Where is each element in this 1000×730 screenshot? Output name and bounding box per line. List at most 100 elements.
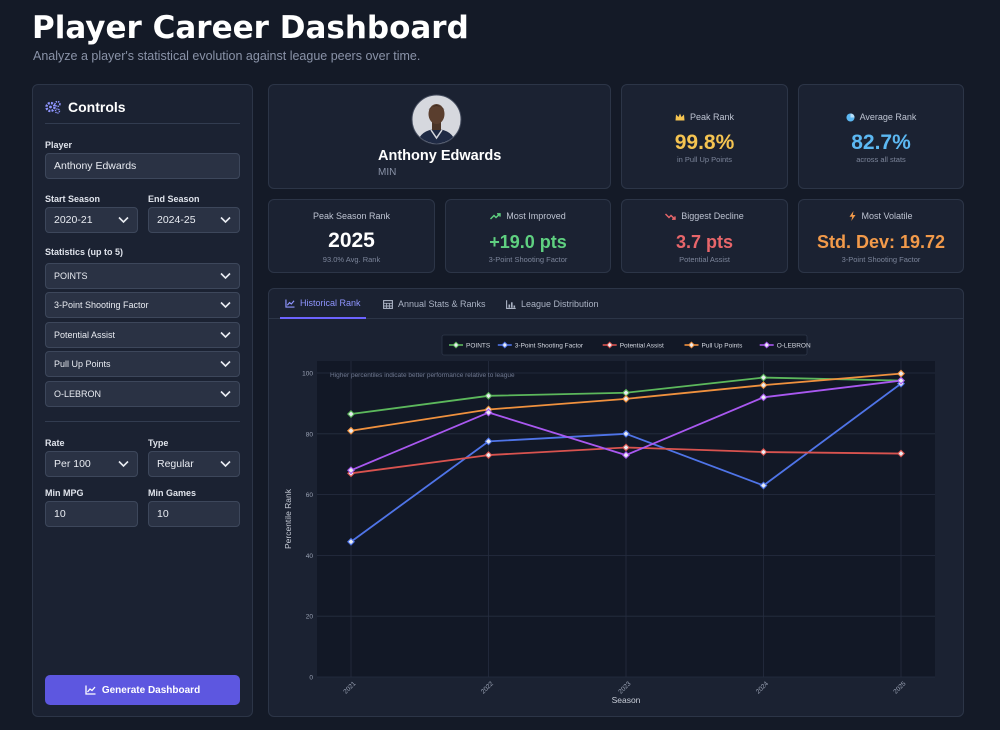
legend-marker [606, 341, 614, 349]
data-point [484, 391, 493, 400]
start-season-label: Start Season [45, 194, 101, 204]
data-point [622, 451, 630, 460]
divider [45, 123, 240, 124]
legend-marker [763, 341, 771, 349]
data-point [759, 481, 768, 490]
legend-item-label[interactable]: 3-Point Shooting Factor [515, 343, 584, 350]
trend-down-icon [665, 213, 676, 220]
start-season-select[interactable]: 2020-21 [45, 207, 138, 233]
historical-rank-chart: POINTS 3-Point Shooting Factor Potential A… [283, 334, 935, 705]
tab-label: Annual Stats & Ranks [398, 299, 486, 309]
min-mpg-input[interactable]: 10 [45, 501, 138, 527]
min-mpg-label: Min MPG [45, 488, 84, 498]
tab-annual-stats[interactable]: Annual Stats & Ranks [383, 289, 486, 319]
controls-panel: Controls Player Anthony Edwards Start Se… [32, 84, 253, 717]
player-card: Anthony Edwards MIN [268, 84, 611, 189]
pie-chart-icon [846, 112, 855, 122]
peak-season-sub: 93.0% Avg. Rank [322, 255, 381, 264]
legend-marker [452, 341, 460, 349]
generate-dashboard-label: Generate Dashboard [101, 684, 201, 696]
min-games-label: Min Games [148, 488, 197, 498]
rate-label: Rate [45, 438, 65, 448]
stat-select-5[interactable]: O-LEBRON [45, 381, 240, 407]
most-volatile-title: Most Volatile [861, 211, 913, 221]
average-rank-title: Average Rank [859, 112, 917, 122]
line-chart-icon [285, 298, 295, 308]
player-input[interactable]: Anthony Edwards [45, 153, 240, 179]
stat-select-value: Pull Up Points [54, 359, 111, 369]
chevron-down-icon [220, 301, 231, 309]
table-icon [383, 299, 393, 309]
chevron-down-icon [220, 216, 231, 224]
rate-select[interactable]: Per 100 [45, 451, 138, 477]
x-axis-label: Season [612, 695, 641, 705]
average-rank-sub: across all stats [856, 155, 906, 164]
biggest-decline-title: Biggest Decline [681, 211, 744, 221]
legend-item-label[interactable]: O-LEBRON [777, 343, 811, 350]
min-mpg-value: 10 [54, 508, 66, 520]
chevron-down-icon [118, 460, 129, 468]
stat-select-value: Potential Assist [54, 330, 116, 340]
start-season-value: 2020-21 [54, 214, 93, 226]
chevron-down-icon [220, 390, 231, 398]
tab-label: Historical Rank [300, 298, 361, 308]
chevron-down-icon [118, 216, 129, 224]
chart-legend: POINTS 3-Point Shooting Factor Potential A… [449, 341, 811, 350]
legend-item-label[interactable]: POINTS [466, 343, 491, 350]
data-point [622, 394, 630, 403]
legend-item-label[interactable]: Pull Up Points [702, 343, 744, 350]
stat-select-3[interactable]: Potential Assist [45, 322, 240, 348]
tab-label: League Distribution [521, 299, 599, 309]
data-point [347, 537, 355, 546]
most-volatile-card: Most Volatile Std. Dev: 19.72 3-Point Sh… [798, 199, 964, 273]
data-point [759, 448, 768, 457]
data-point [897, 376, 905, 385]
x-tick-label: 2023 [617, 680, 632, 695]
end-season-select[interactable]: 2024-25 [148, 207, 240, 233]
player-input-value: Anthony Edwards [54, 160, 137, 172]
peak-season-card: Peak Season Rank 2025 93.0% Avg. Rank [268, 199, 435, 273]
end-season-label: End Season [148, 194, 200, 204]
legend-item-label[interactable]: Potential Assist [620, 343, 664, 350]
x-tick-label: 2022 [480, 680, 495, 695]
chevron-down-icon [220, 460, 231, 468]
controls-title: Controls [68, 99, 126, 115]
end-season-value: 2024-25 [157, 214, 196, 226]
most-improved-value: +19.0 pts [489, 232, 567, 252]
data-point [347, 410, 355, 419]
generate-dashboard-button[interactable]: Generate Dashboard [45, 675, 240, 705]
stat-select-2[interactable]: 3-Point Shooting Factor [45, 292, 240, 318]
most-volatile-sub: 3-Point Shooting Factor [841, 255, 921, 264]
bolt-icon [849, 211, 856, 221]
y-tick-label: 100 [302, 371, 313, 378]
min-games-input[interactable]: 10 [148, 501, 240, 527]
data-point [347, 426, 355, 435]
most-volatile-value: Std. Dev: 19.72 [816, 232, 946, 252]
stat-select-1[interactable]: POINTS [45, 263, 240, 289]
peak-rank-card: Peak Rank 99.8% in Pull Up Points [621, 84, 788, 189]
player-name: Anthony Edwards [378, 148, 502, 164]
x-tick-label: 2025 [892, 680, 907, 695]
player-avatar [411, 94, 462, 145]
tab-historical-rank[interactable]: Historical Rank [280, 289, 366, 319]
data-point [759, 381, 768, 390]
stat-select-4[interactable]: Pull Up Points [45, 351, 240, 377]
page-subtitle: Analyze a player's statistical evolution… [33, 49, 421, 63]
y-tick-label: 0 [309, 675, 313, 682]
rate-value: Per 100 [54, 458, 91, 470]
data-point [484, 437, 493, 446]
trend-up-icon [490, 212, 501, 219]
bar-chart-icon [506, 299, 516, 309]
type-label: Type [148, 438, 169, 448]
y-tick-label: 40 [306, 553, 314, 560]
stat-select-value: POINTS [54, 271, 88, 281]
data-point [897, 449, 905, 458]
data-point [622, 443, 630, 452]
chart-series [347, 369, 905, 546]
peak-season-value: 2025 [328, 229, 375, 252]
type-select[interactable]: Regular [148, 451, 240, 477]
tab-league-distribution[interactable]: League Distribution [506, 289, 599, 319]
y-tick-label: 60 [306, 492, 314, 499]
x-tick-label: 2024 [755, 680, 770, 695]
type-value: Regular [157, 458, 194, 470]
